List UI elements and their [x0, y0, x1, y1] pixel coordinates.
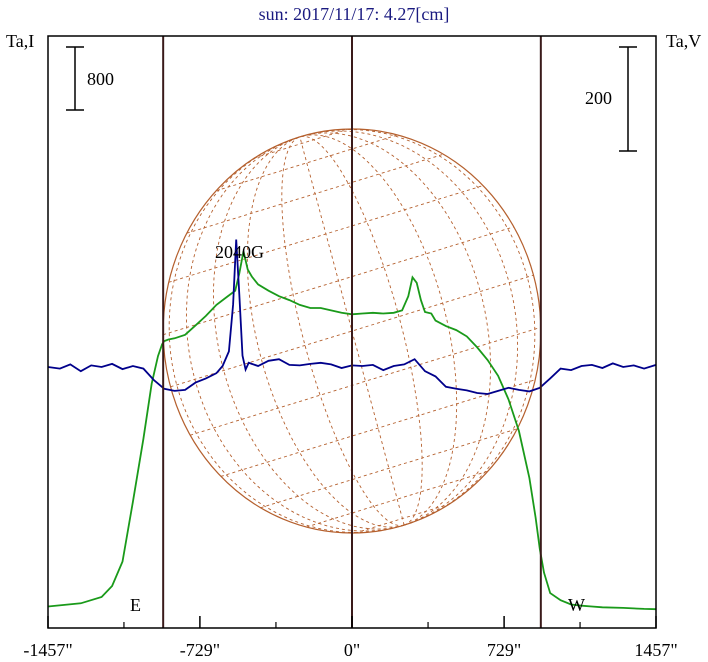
limb-label-east: E — [130, 595, 141, 615]
disk-meridian — [185, 136, 405, 532]
solar-disk — [162, 128, 542, 534]
left-axis-label: Ta,I — [6, 31, 34, 51]
disk-meridian — [299, 134, 458, 526]
right-scale-bar — [619, 46, 637, 152]
right-scale-bar-label: 200 — [585, 88, 612, 108]
x-tick-label: 0" — [344, 640, 360, 660]
disk-meridian — [168, 136, 405, 533]
disk-parallel — [254, 128, 349, 159]
disk-meridian — [281, 136, 405, 527]
limb-lines — [162, 36, 542, 628]
disk-meridian — [246, 136, 405, 528]
left-scale-bar — [66, 46, 84, 111]
series-stokes-i-line — [47, 251, 657, 611]
x-tick-label: 1457" — [634, 640, 677, 660]
disk-meridian — [299, 136, 405, 526]
left-scale-bar-label: 800 — [87, 69, 114, 89]
annotation-label: 2040G — [215, 242, 264, 262]
disk-parallel — [190, 326, 542, 436]
disk-meridian — [299, 129, 536, 526]
disk-parallel — [306, 470, 489, 528]
disk-meridian — [213, 136, 405, 530]
disk-parallel — [215, 134, 398, 192]
disk-meridian — [299, 132, 491, 526]
disk-meridian — [299, 135, 423, 526]
chart-title: sun: 2017/11/17: 4.27[cm] — [259, 4, 450, 24]
x-axis-ticks: -1457" -729" 0" 729" 1457" — [23, 616, 678, 660]
x-tick-label: -729" — [180, 640, 220, 660]
disk-parallel — [260, 428, 518, 509]
limb-label-west: W — [568, 595, 585, 615]
x-tick-label: 729" — [487, 640, 521, 660]
right-axis-label: Ta,V — [666, 31, 701, 51]
x-tick-label: -1457" — [23, 640, 72, 660]
series-stokes-v-line — [47, 239, 657, 395]
disk-meridian — [299, 130, 519, 526]
